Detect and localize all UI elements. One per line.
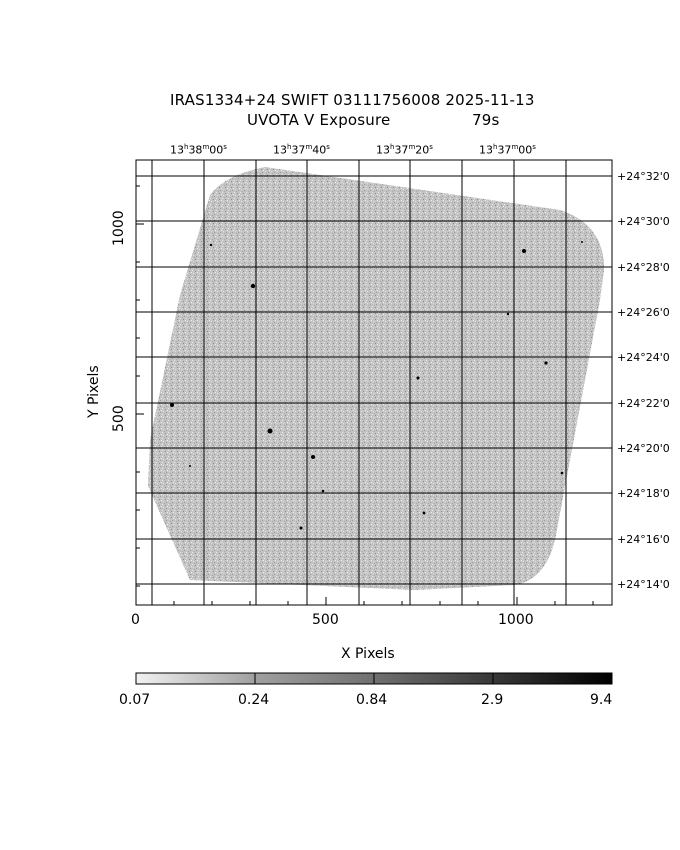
dec-label-9: +24°16'0	[617, 533, 670, 546]
source	[209, 243, 213, 247]
source	[189, 465, 191, 467]
y-tick-label: 1000	[111, 210, 127, 246]
colorbar-label: 0.24	[238, 692, 270, 708]
source	[544, 361, 548, 365]
exposure-time: 79s	[472, 111, 500, 129]
colorbar-label: 9.4	[590, 692, 613, 708]
source	[321, 489, 325, 493]
y-axis-label: Y Pixels	[86, 365, 102, 418]
image-title: IRAS1334+24 SWIFT 03111756008 2025-11-13	[170, 91, 535, 109]
source	[416, 376, 420, 380]
source	[581, 241, 583, 243]
exposure-footprint	[148, 167, 605, 590]
dec-label-6: +24°22'0	[617, 397, 670, 410]
x-axis-label: X Pixels	[341, 646, 395, 662]
colorbar-label: 0.84	[356, 692, 388, 708]
source	[506, 312, 510, 316]
dec-label-7: +24°20'0	[617, 442, 670, 455]
dec-label-10: +24°14'0	[617, 578, 670, 591]
source	[560, 471, 564, 475]
ra-label-2: 13h37m40s	[273, 143, 330, 157]
exposure-label: UVOTA V Exposure	[247, 111, 391, 129]
source	[267, 428, 273, 434]
source	[250, 283, 256, 289]
source	[522, 249, 526, 253]
x-tick-label: 1000	[498, 612, 534, 628]
dec-label-8: +24°18'0	[617, 487, 670, 500]
x-tick-label: 0	[131, 612, 140, 628]
dec-label-4: +24°26'0	[617, 306, 670, 319]
y-tick-label: 500	[111, 405, 127, 432]
colorbar-label: 0.07	[119, 692, 151, 708]
dec-label-2: +24°30'0	[617, 215, 670, 228]
source	[170, 403, 174, 407]
source	[299, 526, 303, 530]
source	[422, 511, 426, 515]
ra-label-3: 13h37m20s	[376, 143, 433, 157]
ra-label-1: 13h38m00s	[170, 143, 227, 157]
dec-label-1: +24°32'0	[617, 170, 670, 183]
x-tick-label: 500	[312, 612, 339, 628]
source	[311, 455, 315, 459]
colorbar-label: 2.9	[481, 692, 504, 708]
dec-label-5: +24°24'0	[617, 351, 670, 364]
ra-label-4: 13h37m00s	[479, 143, 536, 157]
dec-label-3: +24°28'0	[617, 261, 670, 274]
plot-frame	[135, 159, 613, 606]
